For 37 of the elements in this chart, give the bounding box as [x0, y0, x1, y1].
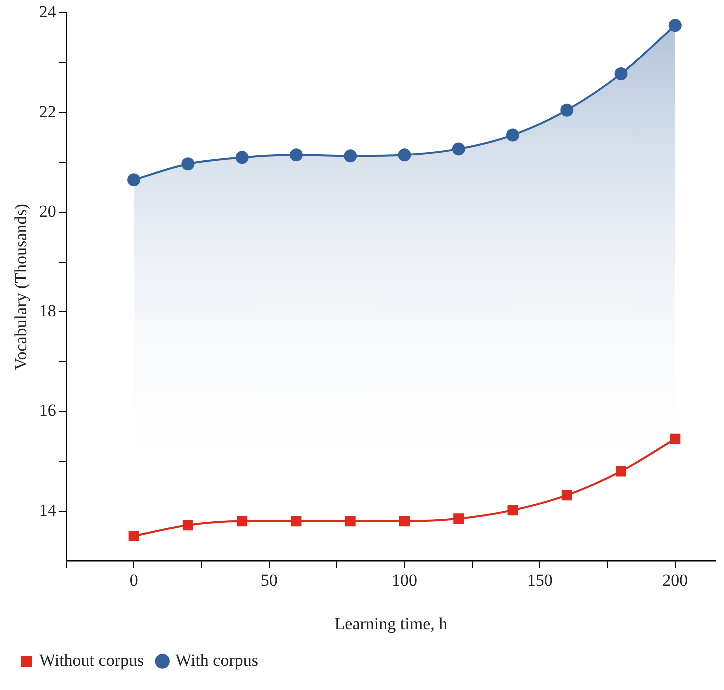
x-tick-label: 0	[130, 570, 138, 590]
y-tick-label: 20	[39, 202, 56, 221]
x-tick-label: 150	[527, 570, 553, 590]
point	[398, 148, 412, 162]
point	[508, 505, 518, 516]
x-tick-label: 100	[392, 570, 418, 590]
y-tick-label: 16	[39, 401, 56, 420]
x-tick-label: 50	[260, 570, 278, 590]
legend-label: Without corpus	[40, 650, 144, 670]
point	[670, 434, 681, 444]
point	[182, 158, 195, 171]
point	[560, 104, 574, 117]
point	[452, 142, 466, 156]
point	[182, 520, 194, 531]
point	[344, 150, 358, 163]
point	[562, 490, 572, 501]
y-tick-label: 24	[39, 2, 57, 22]
point	[128, 531, 140, 542]
point	[506, 128, 520, 142]
point	[614, 67, 628, 80]
point	[237, 516, 248, 527]
point	[236, 151, 249, 164]
legend-label: With corpus	[176, 650, 258, 670]
point	[668, 19, 682, 32]
y-tick-label: 22	[39, 102, 56, 122]
point	[290, 148, 303, 162]
y-tick-label: 18	[39, 302, 56, 321]
point	[454, 514, 464, 524]
point	[128, 174, 141, 187]
point	[616, 466, 627, 477]
point	[291, 516, 302, 527]
x-tick-label: 200	[662, 570, 688, 590]
y-tick-label: 14	[39, 500, 57, 520]
point	[399, 516, 410, 527]
y-axis-title: Vocabulary (Thousands)	[12, 204, 31, 370]
point	[345, 516, 356, 527]
x-axis-title: Learning time, h	[334, 614, 448, 634]
